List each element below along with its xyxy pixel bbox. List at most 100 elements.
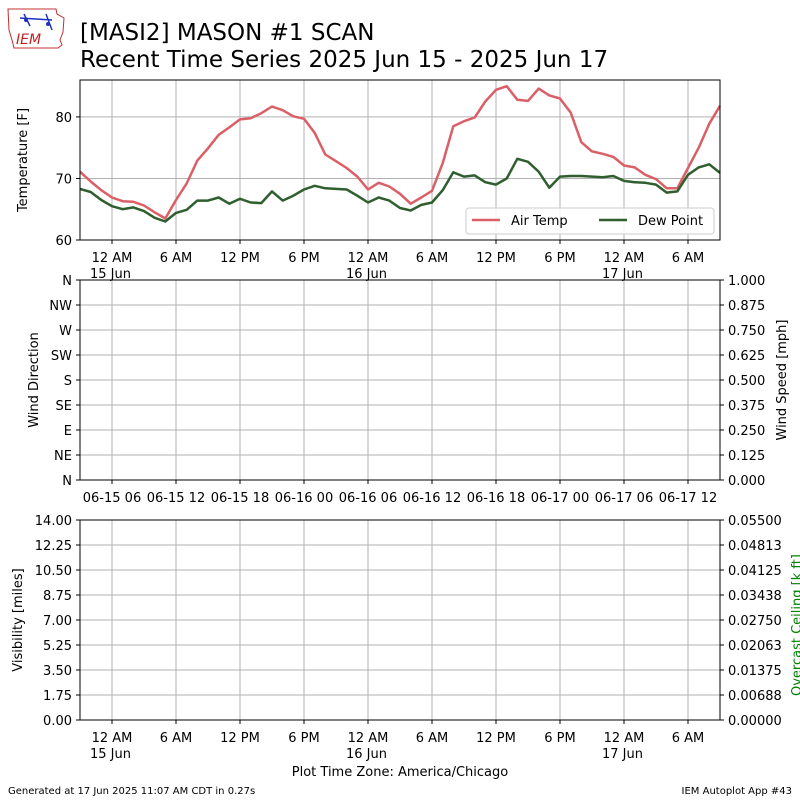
x-tick-label: 06-16 06 [339,491,397,506]
app-footer: IEM Autoplot App #43 [682,786,792,797]
temperature-plot-frame [79,79,721,241]
ceiling-tick-label: 0.00688 [728,689,782,704]
y-tick-label: 80 [55,111,72,126]
wind-direction-axis-label: Wind Direction [27,332,42,428]
ceiling-tick-label: 0.02750 [728,614,782,629]
x-tick-label: 06-15 18 [211,491,269,506]
x-tick-label: 6 PM [288,251,319,266]
wind-speed-axis-label: Wind Speed [mph] [775,320,790,441]
x-tick-label: 12 AM [604,251,645,266]
wind-direction-tick-label: N [62,474,72,489]
x-tick-label: 6 AM [672,251,705,266]
x-tick-label: 6 PM [544,731,575,746]
x-tick-label: 06-17 06 [595,491,653,506]
wind-direction-tick-label: S [64,374,72,389]
ceiling-tick-label: 0.05500 [728,514,782,529]
iem-logo: IEM [7,8,65,49]
chart-title-line-2: Recent Time Series 2025 Jun 15 - 2025 Ju… [80,47,608,73]
ceiling-tick-label: 0.04125 [728,564,782,579]
wind-speed-tick-label: 0.375 [728,399,765,414]
wind-speed-tick-label: 0.250 [728,424,765,439]
wind-direction-tick-label: NE [54,449,72,464]
x-tick-label: 6 PM [288,731,319,746]
visibility-panel: 0.001.753.505.257.008.7510.5012.2514.00 … [11,514,800,780]
x-tick-label: 06-15 06 [83,491,141,506]
wind-direction-tick-label: W [59,324,72,339]
wind-speed-tick-label: 1.000 [728,274,765,289]
temperature-y-axis-label: Temperature [F] [16,108,31,213]
wind-speed-tick-label: 0.125 [728,449,765,464]
y-tick-label: 70 [55,172,72,187]
x-tick-label: 12 PM [220,731,260,746]
ceiling-tick-label: 0.00000 [728,714,782,729]
wind-gridlines [80,279,720,481]
wind-direction-tick-label: SE [56,399,72,414]
x-tick-label: 12 AM [604,731,645,746]
x-tick-date-label: 15 Jun [90,747,131,762]
x-tick-label: 06-16 00 [275,491,333,506]
visibility-ticks: 0.00 1.75 3.50 5.25 7.00 8.75 10.50 12.25 14.00 [35,514,80,729]
wind-direction-ticks: N NE E SE S SW W NW N [49,274,80,489]
temperature-y-ticks: 60 70 80 [55,111,80,249]
wind-speed-tick-label: 0.625 [728,349,765,364]
x-tick-label: 6 AM [672,731,705,746]
x-tick-label: 6 PM [544,251,575,266]
visibility-tick-label: 14.00 [35,514,72,529]
visibility-tick-label: 0.00 [43,714,72,729]
ceiling-tick-label: 0.02063 [728,639,782,654]
wind-x-ticks: 06-15 06 06-15 12 06-15 18 06-16 00 06-16 06… [83,480,717,506]
chart-title-line-1: [MASI2] MASON #1 SCAN [80,20,374,46]
x-tick-label: 12 AM [92,251,133,266]
x-tick-label: 06-17 00 [531,491,589,506]
temperature-legend: Air Temp Dew Point [465,207,715,235]
x-tick-label: 12 AM [348,731,389,746]
wind-speed-tick-label: 0.875 [728,299,765,314]
x-tick-label: 06-16 18 [467,491,525,506]
x-tick-label: 12 AM [92,731,133,746]
ceiling-tick-label: 0.01375 [728,664,782,679]
x-tick-date-label: 16 Jun [346,267,387,282]
dew-point-series-line [79,157,721,223]
wind-speed-ticks: 0.000 0.125 0.250 0.375 0.500 0.625 0.750 0.875… [720,274,765,489]
x-tick-label: 12 PM [476,731,516,746]
x-tick-date-label: 15 Jun [90,267,131,282]
x-tick-label: 12 PM [476,251,516,266]
y-tick-label: 60 [55,234,72,249]
wind-speed-tick-label: 0.500 [728,374,765,389]
visibility-tick-label: 3.50 [43,664,72,679]
legend-label-air-temp: Air Temp [511,214,568,229]
generated-footer: Generated at 17 Jun 2025 11:07 AM CDT in… [8,786,255,797]
legend-box [465,207,715,235]
x-tick-label: 12 PM [220,251,260,266]
visibility-tick-label: 8.75 [43,589,72,604]
x-tick-label: 06-17 12 [659,491,717,506]
visibility-tick-label: 1.75 [43,689,72,704]
wind-speed-tick-label: 0.000 [728,474,765,489]
x-tick-label: 6 AM [160,731,193,746]
temperature-lines [79,84,722,223]
x-tick-label: 6 AM [416,731,449,746]
x-tick-label: 6 AM [160,251,193,266]
logo-text: IEM [16,32,41,48]
x-axis-label: Plot Time Zone: America/Chicago [292,765,508,780]
x-tick-label: 06-15 12 [147,491,205,506]
wind-direction-tick-label: SW [51,349,72,364]
visibility-tick-label: 5.25 [43,639,72,654]
x-tick-date-label: 16 Jun [346,747,387,762]
visibility-tick-label: 7.00 [43,614,72,629]
legend-label-dew-point: Dew Point [638,214,703,229]
wind-direction-tick-label: NW [49,299,72,314]
x-tick-date-label: 17 Jun [602,267,643,282]
wind-direction-tick-label: E [64,424,72,439]
ceiling-tick-label: 0.03438 [728,589,782,604]
ceiling-ticks: 0.00000 0.00688 0.01375 0.02063 0.02750 0.034… [720,514,782,729]
visibility-tick-label: 10.50 [35,564,72,579]
ceiling-axis-label: Overcast Ceiling [k ft] [790,554,800,696]
air-temp-series-line [79,84,722,220]
